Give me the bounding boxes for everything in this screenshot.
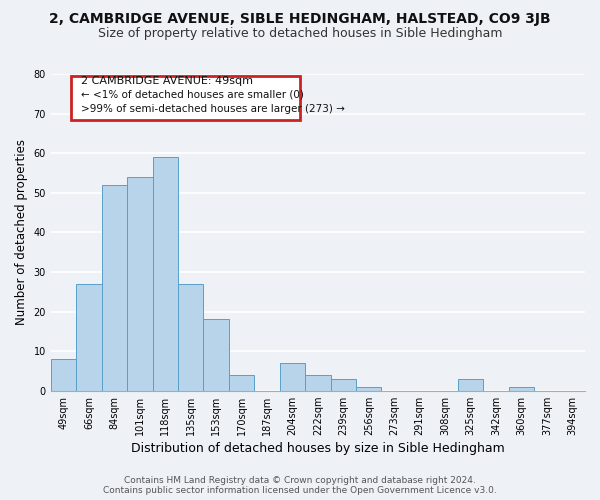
- Text: 2 CAMBRIDGE AVENUE: 49sqm: 2 CAMBRIDGE AVENUE: 49sqm: [82, 76, 253, 86]
- Text: Contains public sector information licensed under the Open Government Licence v3: Contains public sector information licen…: [103, 486, 497, 495]
- Bar: [178, 284, 203, 391]
- Text: ← <1% of detached houses are smaller (0): ← <1% of detached houses are smaller (0): [82, 89, 304, 99]
- Bar: [152, 157, 178, 390]
- Bar: [51, 359, 76, 390]
- FancyBboxPatch shape: [71, 76, 300, 120]
- Text: Contains HM Land Registry data © Crown copyright and database right 2024.: Contains HM Land Registry data © Crown c…: [124, 476, 476, 485]
- Bar: [331, 379, 356, 390]
- Bar: [305, 375, 331, 390]
- Bar: [280, 363, 305, 390]
- Text: >99% of semi-detached houses are larger (273) →: >99% of semi-detached houses are larger …: [82, 104, 345, 114]
- Bar: [76, 284, 101, 391]
- Bar: [229, 375, 254, 390]
- X-axis label: Distribution of detached houses by size in Sible Hedingham: Distribution of detached houses by size …: [131, 442, 505, 455]
- Text: Size of property relative to detached houses in Sible Hedingham: Size of property relative to detached ho…: [98, 28, 502, 40]
- Bar: [356, 386, 382, 390]
- Bar: [127, 177, 152, 390]
- Y-axis label: Number of detached properties: Number of detached properties: [15, 140, 28, 326]
- Bar: [458, 379, 483, 390]
- Text: 2, CAMBRIDGE AVENUE, SIBLE HEDINGHAM, HALSTEAD, CO9 3JB: 2, CAMBRIDGE AVENUE, SIBLE HEDINGHAM, HA…: [49, 12, 551, 26]
- Bar: [203, 320, 229, 390]
- Bar: [509, 386, 534, 390]
- Bar: [101, 185, 127, 390]
